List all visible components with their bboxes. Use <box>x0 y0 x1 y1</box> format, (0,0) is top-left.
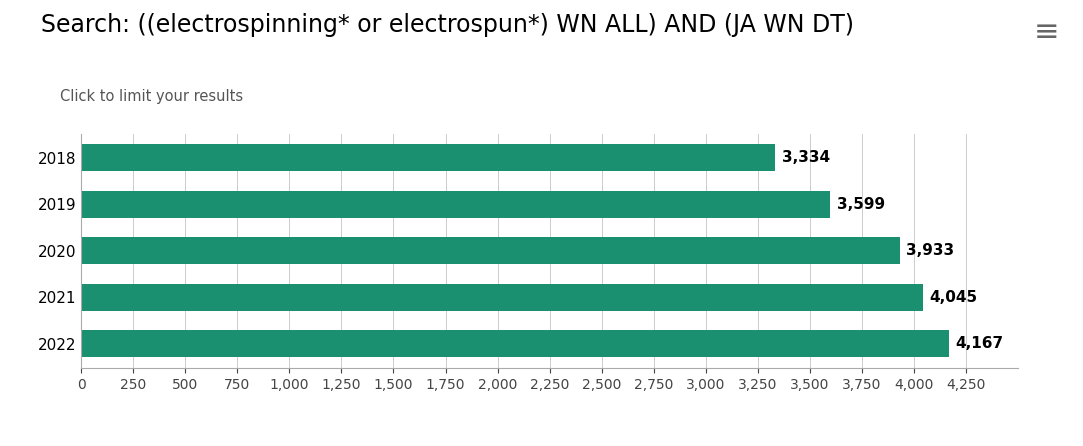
Bar <box>81 145 775 171</box>
Text: 3,334: 3,334 <box>782 150 830 165</box>
Text: 3,933: 3,933 <box>906 244 954 258</box>
Text: ≡: ≡ <box>1033 18 1059 47</box>
Text: 4,045: 4,045 <box>929 290 978 305</box>
Bar <box>81 191 831 218</box>
Bar <box>81 237 900 264</box>
Text: Click to limit your results: Click to limit your results <box>60 89 243 104</box>
Bar <box>81 284 924 311</box>
Bar <box>81 330 949 357</box>
Text: 4,167: 4,167 <box>955 336 1003 351</box>
Text: Search: ((electrospinning* or electrospun*) WN ALL) AND (JA WN DT): Search: ((electrospinning* or electrospu… <box>41 13 854 37</box>
Text: 3,599: 3,599 <box>837 197 885 212</box>
